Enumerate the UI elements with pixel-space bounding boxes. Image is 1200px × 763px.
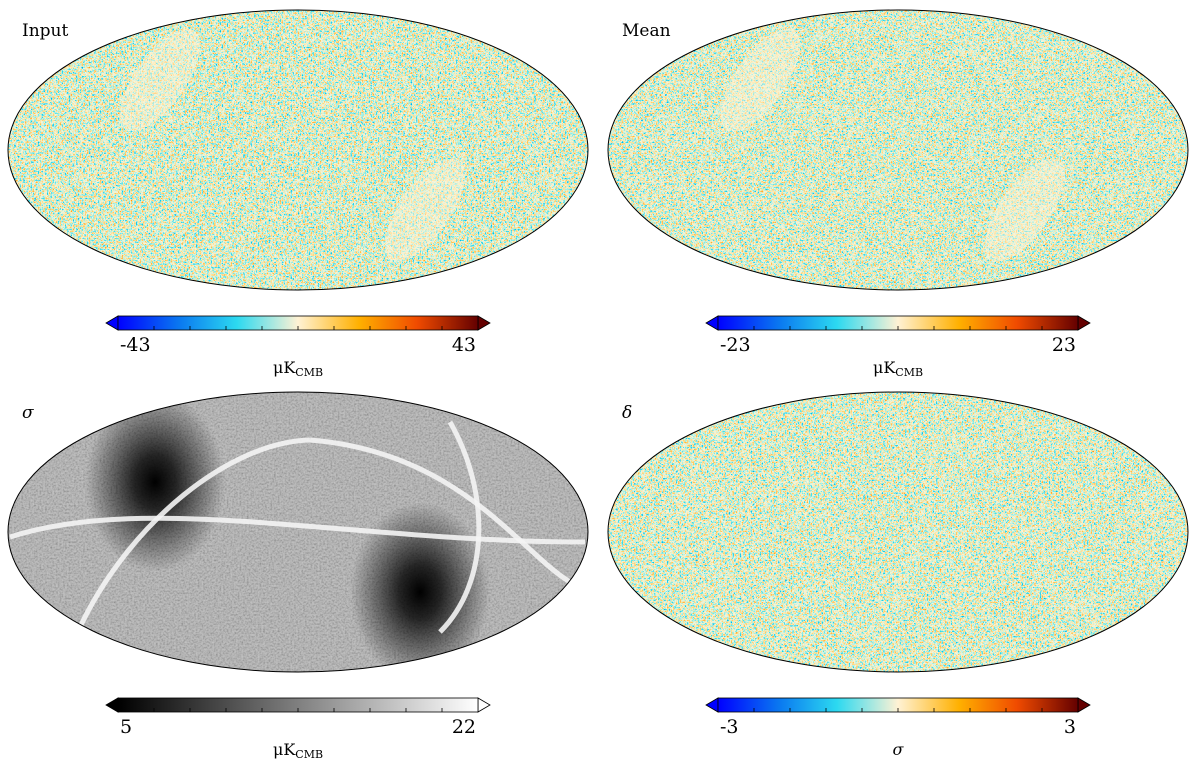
panel-label: δ: [622, 403, 632, 423]
colorbar-arrow: [705, 315, 719, 331]
colorbar-unit: σ: [893, 740, 905, 759]
colorbar-max: 43: [452, 334, 476, 356]
panel: σ 5 22 μKCMB: [22, 403, 491, 761]
galactic-plane: [719, 28, 801, 132]
colorbar-arrow: [1077, 697, 1091, 713]
colorbar-arrow: [105, 697, 119, 713]
panel-label: Input: [22, 21, 68, 41]
scan-stripe: [9, 515, 586, 545]
map-noise: [8, 392, 588, 672]
galactic-plane: [384, 158, 466, 262]
unit-main: μK: [873, 358, 896, 377]
map-spot: [350, 502, 490, 672]
colorbar-unit: μKCMB: [873, 358, 923, 379]
colorbar-min: 5: [120, 716, 132, 738]
map-noise: [608, 392, 1188, 672]
scan-stripe: [438, 420, 482, 634]
map-outline: [7, 9, 589, 291]
unit-main: μK: [273, 740, 296, 759]
panel-label: Mean: [622, 21, 671, 41]
colorbar-max: 23: [1052, 334, 1076, 356]
scan-stripe: [77, 437, 311, 629]
sky-map: [608, 392, 1188, 672]
map-noise: [8, 10, 588, 290]
sky-map: [8, 10, 588, 290]
colorbar-max: 3: [1064, 716, 1076, 738]
colorbar-arrow: [477, 697, 491, 713]
map-outline: [607, 9, 1189, 291]
unit-sub: CMB: [895, 366, 923, 379]
galactic-plane: [984, 158, 1066, 262]
panel-label: σ: [22, 403, 34, 423]
unit-sub: CMB: [295, 366, 323, 379]
unit-main: μK: [273, 358, 296, 377]
colorbar-arrow: [1077, 315, 1091, 331]
map-spot: [85, 392, 225, 572]
colorbar-min: -3: [720, 716, 739, 738]
unit-main: σ: [893, 740, 905, 759]
sky-map: [608, 10, 1188, 290]
panel: δ -3 3 σ: [622, 403, 1091, 759]
panel: Mean -23 23 μKCMB: [622, 21, 1091, 379]
colorbar-arrow: [477, 315, 491, 331]
panel: Input -43 43 μKCMB: [22, 21, 491, 379]
sky-map: [8, 392, 588, 672]
map-outline: [607, 391, 1189, 673]
colorbar-arrow: [105, 315, 119, 331]
colorbar-min: -23: [720, 334, 751, 356]
map-outline: [7, 391, 589, 673]
colorbar-unit: μKCMB: [273, 358, 323, 379]
colorbar-arrow: [705, 697, 719, 713]
unit-sub: CMB: [295, 748, 323, 761]
colorbar-unit: μKCMB: [273, 740, 323, 761]
colorbar-max: 22: [452, 716, 476, 738]
galactic-plane: [119, 28, 201, 132]
colorbar-min: -43: [120, 334, 151, 356]
map-noise: [608, 10, 1188, 290]
